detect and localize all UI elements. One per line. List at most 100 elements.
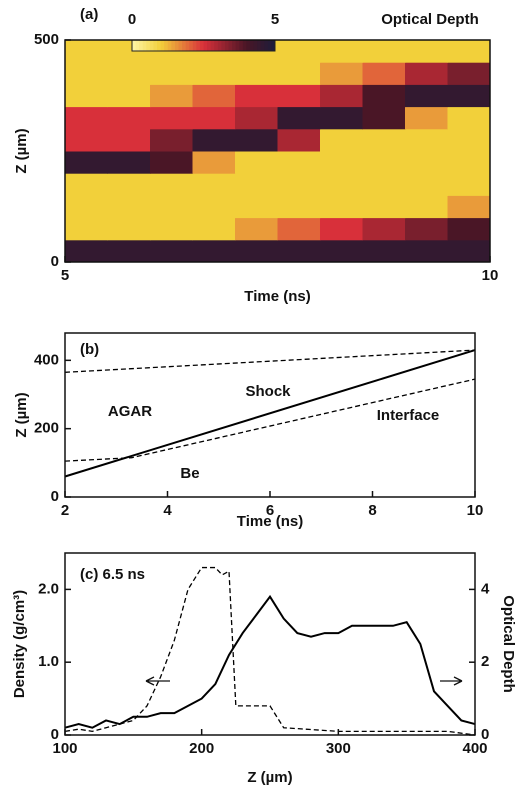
heatmap-cell xyxy=(107,62,151,85)
heatmap-cell xyxy=(192,217,236,241)
heatmap-cell xyxy=(65,40,108,63)
series-line xyxy=(64,349,476,478)
heatmap-cell xyxy=(150,173,193,196)
colorbar-swatch xyxy=(149,40,154,51)
heatmap-cell xyxy=(405,151,448,174)
heatmap-cell xyxy=(192,173,236,196)
colorbar-swatch xyxy=(253,40,258,51)
panel-label: (b) xyxy=(80,341,99,358)
colorbar-tick-label: 0 xyxy=(128,11,136,28)
y-tick-label: 500 xyxy=(34,31,59,48)
colorbar-swatch xyxy=(228,40,233,51)
heatmap-cell xyxy=(107,239,151,263)
heatmap-cell xyxy=(150,195,193,219)
colorbar-swatch xyxy=(196,40,201,51)
heatmap-cell xyxy=(65,239,108,263)
heatmap-cell xyxy=(235,128,278,152)
heatmap-cell xyxy=(107,128,151,152)
heatmap-cell xyxy=(277,217,321,241)
heatmap-cell xyxy=(107,84,151,108)
heatmap-cell xyxy=(277,40,321,63)
colorbar-swatch xyxy=(239,40,244,51)
heatmap-cell xyxy=(405,106,448,130)
colorbar-swatch xyxy=(214,40,219,51)
heatmap-cell xyxy=(65,151,108,174)
heatmap-cell xyxy=(277,239,321,263)
heatmap-cell xyxy=(107,217,151,241)
series-line xyxy=(64,594,476,729)
heatmap-cell xyxy=(447,239,491,263)
annotation: Be xyxy=(180,465,199,482)
heatmap-cell xyxy=(192,151,236,174)
colorbar-swatch xyxy=(207,40,212,51)
heatmap-cell xyxy=(320,239,363,263)
heatmap-cell xyxy=(277,128,321,152)
panel-label: (c) 6.5 ns xyxy=(80,566,145,583)
colorbar-swatch xyxy=(221,40,226,51)
heatmap-cell xyxy=(362,40,406,63)
heatmap-cell xyxy=(447,128,491,152)
colorbar-swatch xyxy=(203,40,208,51)
colorbar-swatch xyxy=(171,40,176,51)
x-axis-label: Time (ns) xyxy=(244,288,310,305)
heatmap-cell xyxy=(362,239,406,263)
heatmap-cell xyxy=(235,62,278,85)
heatmap-cell xyxy=(405,62,448,85)
x-tick-label: 2 xyxy=(61,502,69,519)
colorbar-swatch xyxy=(242,40,247,51)
y-axis-label: Density (g/cm³) xyxy=(11,590,28,698)
heatmap-cell xyxy=(320,128,363,152)
colorbar-swatch xyxy=(164,40,169,51)
colorbar-swatch xyxy=(257,40,262,51)
y-tick-label: 0 xyxy=(51,488,59,505)
heatmap-cell xyxy=(447,84,491,108)
y-tick-label: 0 xyxy=(51,253,59,270)
x-axis-label: Z (µm) xyxy=(247,769,292,786)
colorbar-swatch xyxy=(146,40,151,51)
heatmap-cell xyxy=(362,151,406,174)
x-tick-label: 300 xyxy=(326,740,351,757)
colorbar-swatch xyxy=(174,40,179,51)
colorbar-swatch xyxy=(135,40,140,51)
heatmap-cell xyxy=(320,40,363,63)
y-axis-label: Z (µm) xyxy=(13,392,30,437)
heatmap-cell xyxy=(150,128,193,152)
heatmap-cell xyxy=(107,151,151,174)
colorbar-tick-label: 5 xyxy=(271,11,279,28)
colorbar-swatch xyxy=(142,40,147,51)
colorbar-swatch xyxy=(178,40,183,51)
heatmap-cell xyxy=(447,173,491,196)
colorbar-swatch xyxy=(224,40,230,51)
heatmap-cell xyxy=(235,151,278,174)
colorbar-swatch xyxy=(246,40,251,51)
heatmap-cell xyxy=(235,106,278,130)
colorbar-swatch xyxy=(210,40,215,51)
colorbar-swatch xyxy=(260,40,265,51)
colorbar-swatch xyxy=(264,40,269,51)
heatmap-cell xyxy=(277,62,321,85)
x-axis-label: Time (ns) xyxy=(237,513,303,530)
colorbar-swatch xyxy=(249,40,255,51)
heatmap-cell xyxy=(405,173,448,196)
colorbar-label: Optical Depth xyxy=(381,11,479,28)
heatmap-cell xyxy=(362,106,406,130)
heatmap-cell xyxy=(320,173,363,196)
heatmap-cell xyxy=(235,217,278,241)
y-tick-label: 1.0 xyxy=(38,653,59,670)
heatmap-cell xyxy=(320,62,363,85)
heatmap-cell xyxy=(192,62,236,85)
heatmap-cell xyxy=(150,217,193,241)
plot-frame xyxy=(64,39,491,263)
heatmap-cell xyxy=(447,195,491,219)
colorbar-swatch xyxy=(271,40,276,51)
heatmap-cell xyxy=(405,217,448,241)
colorbar-swatch xyxy=(139,40,144,51)
heatmap-cell xyxy=(150,106,193,130)
heatmap-cell xyxy=(150,62,193,85)
x-tick-label: 6 xyxy=(266,502,274,519)
colorbar-swatch xyxy=(199,40,204,51)
heatmap-cell xyxy=(235,173,278,196)
heatmap-cell xyxy=(192,195,236,219)
colorbar-swatch xyxy=(182,40,187,51)
colorbar-swatch xyxy=(157,40,162,51)
